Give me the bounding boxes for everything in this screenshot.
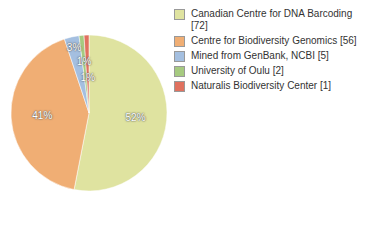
html-text:Naturalis Biodiversity Center: Naturalis Biodiversity Center [1]	[191, 80, 332, 91]
html-text:Mined from GenBank, NCBI [5]: Mined from GenBank, NCBI [5]	[191, 50, 329, 61]
svg-text:52%: 52%	[126, 112, 146, 123]
html-text:Canadian Centre for DNA Barcod: Canadian Centre for DNA Barcoding [72]	[191, 8, 353, 31]
html-text:Centre for Biodiversity Genomi: Centre for Biodiversity Genomics [56]	[191, 35, 357, 46]
svg-text:1%: 1%	[81, 72, 96, 83]
html-text:University of Oulu [2]: University of Oulu [2]	[191, 65, 284, 76]
svg-text:41%: 41%	[32, 110, 52, 121]
svg-text:1%: 1%	[77, 56, 92, 67]
svg-text:3%: 3%	[67, 42, 82, 53]
